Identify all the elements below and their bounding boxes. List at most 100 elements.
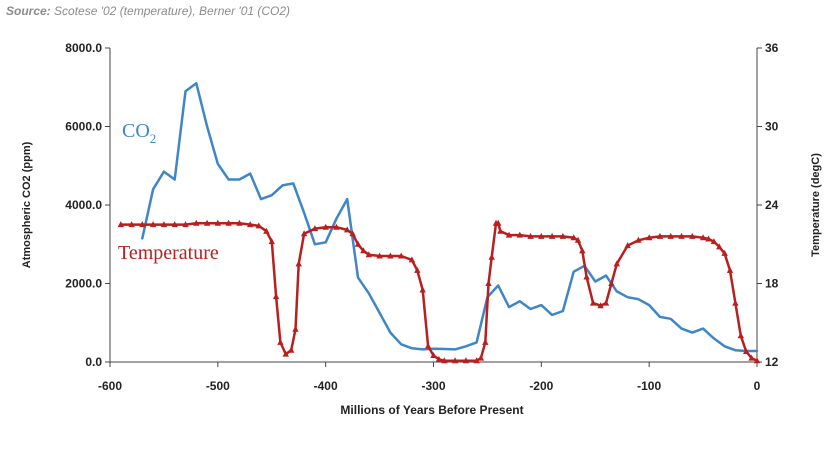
x-tick-label: -500	[206, 379, 230, 393]
temperature-data-point	[635, 236, 642, 243]
y-left-tick-label: 4000.0	[65, 198, 102, 212]
temperature-data-point	[376, 252, 383, 259]
temperature-data-point	[579, 247, 586, 254]
temperature-data-point	[288, 346, 295, 353]
temperature-data-point	[485, 280, 492, 286]
temperature-data-point	[333, 223, 340, 230]
y-axis-left-title: Atmospheric CO2 (ppm)	[21, 141, 33, 268]
y-left-tick-label: 0.0	[85, 355, 102, 369]
temperature-data-point	[408, 256, 416, 263]
y-axis-right-title: Temperature (degC)	[810, 153, 822, 257]
temperature-data-point	[117, 221, 124, 228]
temperature-data-point	[398, 252, 405, 259]
temperature-data-point	[300, 230, 308, 237]
temperature-data-point	[193, 219, 200, 226]
temperature-data-point	[705, 235, 712, 242]
temperature-data-point	[473, 357, 480, 364]
temperature-data-point	[360, 247, 367, 254]
temperature-data-point	[574, 236, 582, 243]
temperature-data-point	[732, 299, 739, 306]
temperature-data-point	[292, 325, 299, 332]
y-left-tick-label: 2000.0	[65, 277, 102, 291]
temperature-data-point	[462, 357, 470, 364]
temperature-data-point	[608, 280, 615, 286]
temperature-data-point	[430, 352, 437, 358]
temperature-data-point	[743, 348, 750, 354]
temperature-data-point	[505, 231, 513, 238]
temperature-data-point	[149, 221, 157, 228]
co2-annotation-main: CO	[122, 120, 150, 142]
temperature-data-point	[344, 226, 351, 233]
temperature-data-point	[203, 219, 211, 226]
temperature-data-point	[589, 299, 597, 306]
temperature-data-point	[387, 252, 394, 259]
x-tick-label: -300	[421, 379, 445, 393]
source-caption: Source: Scotese '02 (temperature), Berne…	[6, 4, 290, 18]
temperature-data-point	[435, 355, 443, 362]
temperature-data-point	[559, 232, 567, 239]
temperature-annotation: Temperature	[118, 242, 219, 264]
temperature-data-point	[748, 354, 755, 361]
temperature-data-point	[624, 242, 631, 249]
temperature-data-point	[263, 227, 270, 234]
temperature-data-point	[613, 260, 620, 267]
temperature-data-point	[247, 221, 254, 228]
temperature-data-point	[365, 251, 372, 258]
temperature-data-point	[282, 350, 289, 357]
temperature-data-point	[726, 266, 734, 273]
temperature-data-point	[597, 302, 604, 309]
temperature-data-point	[171, 221, 178, 228]
y-right-tick-label: 30	[765, 120, 779, 134]
temperature-data-point	[311, 225, 319, 232]
temperature-data-point	[516, 231, 523, 238]
co2-annotation-subscript: 2	[150, 131, 157, 146]
temperature-data-point	[477, 354, 485, 361]
temperature-data-point	[128, 221, 135, 228]
source-text: Scotese '02 (temperature), Berner '01 (C…	[50, 4, 291, 18]
temperature-data-point	[255, 222, 262, 229]
temperature-data-point	[737, 332, 744, 339]
temperature-data-point	[753, 357, 761, 364]
y-left-tick-label: 6000.0	[65, 120, 102, 134]
co2-series-line	[141, 82, 759, 353]
temperature-data-point	[689, 232, 696, 239]
temperature-data-point	[678, 232, 685, 239]
temperature-data-point	[322, 223, 329, 230]
series-layer	[117, 82, 761, 364]
temperature-data-point	[236, 219, 243, 226]
temperature-data-point	[182, 221, 189, 228]
temperature-data-point	[268, 238, 275, 245]
temperature-data-point	[424, 342, 432, 349]
temperature-data-point	[548, 232, 556, 239]
temperature-data-point	[277, 338, 284, 345]
x-tick-label: -600	[98, 379, 122, 393]
temperature-data-point	[570, 234, 577, 241]
temperature-data-point	[527, 232, 534, 239]
temperature-data-point	[414, 266, 421, 273]
temperature-data-point	[482, 338, 489, 345]
temperature-data-point	[139, 221, 146, 228]
temperature-data-point	[716, 243, 723, 250]
tick-labels: 0.0 2000.0 4000.0 6000.0 8000.0 12 18 24 30 36 -60…	[65, 41, 778, 393]
x-tick-label: 0	[754, 379, 761, 393]
temperature-data-point	[160, 221, 168, 228]
temperature-data-point	[272, 293, 280, 300]
temperature-data-point	[441, 357, 448, 364]
axes	[105, 47, 762, 367]
temperature-data-point	[583, 273, 590, 280]
x-tick-label: -100	[637, 379, 661, 393]
temperature-data-point	[225, 219, 232, 226]
x-axis-title: Millions of Years Before Present	[340, 403, 523, 417]
temperature-data-point	[295, 260, 302, 267]
temperature-data-point	[721, 249, 728, 256]
temperature-data-point	[495, 219, 502, 226]
temperature-data-point	[349, 230, 356, 237]
temperature-data-point	[699, 234, 707, 241]
co2-annotation: CO2	[122, 120, 156, 146]
temperature-data-point	[488, 253, 495, 260]
temperature-data-point	[646, 234, 653, 241]
y-right-tick-label: 24	[765, 198, 779, 212]
temperature-data-point	[538, 232, 545, 239]
